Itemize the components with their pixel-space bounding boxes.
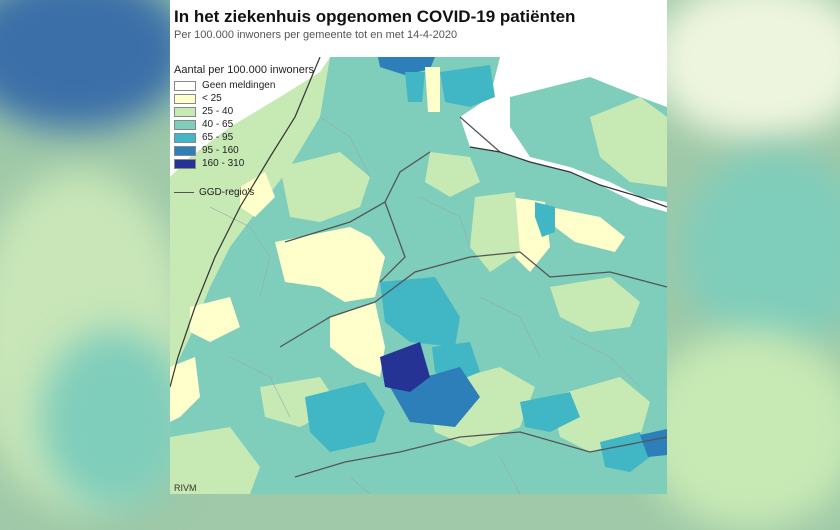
lake-shore — [469, 146, 667, 208]
sea-area — [170, 57, 330, 177]
region-darkest — [380, 342, 430, 392]
legend-item: 160 - 310 — [174, 157, 302, 170]
region-northeast-light — [590, 97, 667, 187]
legend-swatch — [174, 80, 196, 91]
legend-swatch — [174, 93, 196, 104]
legend-label: 95 - 160 — [202, 145, 239, 156]
legend-label: 25 - 40 — [202, 106, 234, 117]
legend-label: 65 - 95 — [202, 132, 234, 143]
legend-label: 160 - 310 — [202, 158, 245, 169]
region-yellow-f — [550, 207, 625, 252]
legend-boundary-label: GGD-regio's — [199, 186, 255, 198]
legend-item: 65 - 95 — [174, 131, 302, 144]
legend-item: Geen meldingen — [174, 79, 302, 92]
region-yellow-d — [190, 297, 240, 342]
map-subtitle: Per 100.000 inwoners per gemeente tot en… — [174, 29, 458, 41]
region-green-b — [425, 152, 480, 197]
region-teal-e — [600, 432, 650, 472]
legend-label: Geen meldingen — [202, 80, 276, 91]
region-top-95 — [378, 57, 435, 75]
region-green-f — [550, 377, 650, 452]
legend-swatch — [174, 145, 196, 156]
legend-boundary-item: GGD-regio's — [174, 186, 302, 198]
legend-title: Aantal per 100.000 inwoners — [174, 64, 315, 76]
legend-item: 40 - 65 — [174, 118, 302, 131]
region-teal-a — [380, 277, 460, 347]
region-yellow-h — [240, 172, 275, 217]
boundary-line-swatch — [174, 191, 194, 193]
region-green-a — [280, 152, 370, 222]
region-teal-c — [535, 202, 555, 237]
region-yellow-g — [170, 357, 200, 422]
legend-swatch — [174, 158, 196, 169]
region-top-65a — [405, 72, 425, 102]
legend-label: < 25 — [202, 93, 222, 104]
legend-item: < 25 — [174, 92, 302, 105]
legend-swatch — [174, 132, 196, 143]
legend-swatch — [174, 119, 196, 130]
region-green-h — [550, 277, 640, 332]
municipal-boundaries — [209, 116, 641, 494]
legend-item: 25 - 40 — [174, 105, 302, 118]
region-teal-d — [520, 392, 580, 432]
region-teal-b — [305, 382, 385, 452]
region-yellow-a — [425, 67, 440, 112]
legend-swatch — [174, 106, 196, 117]
region-yellow-c — [330, 302, 385, 377]
region-green-c — [470, 192, 520, 272]
ggd-boundaries — [279, 116, 667, 478]
choropleth-map — [170, 57, 667, 494]
map-card: In het ziekenhuis opgenomen COVID-19 pat… — [170, 0, 667, 494]
region-green-g — [170, 427, 260, 494]
region-blue-b — [640, 429, 667, 457]
source-credit: RIVM — [174, 483, 197, 493]
region-yellow-b — [275, 227, 385, 302]
legend-label: 40 - 65 — [202, 119, 234, 130]
region-top-65b — [440, 65, 495, 107]
map-title: In het ziekenhuis opgenomen COVID-19 pat… — [174, 7, 576, 26]
coastline — [170, 57, 321, 388]
map-legend: Aantal per 100.000 inwoners Geen melding… — [174, 64, 315, 198]
legend-item: 95 - 160 — [174, 144, 302, 157]
